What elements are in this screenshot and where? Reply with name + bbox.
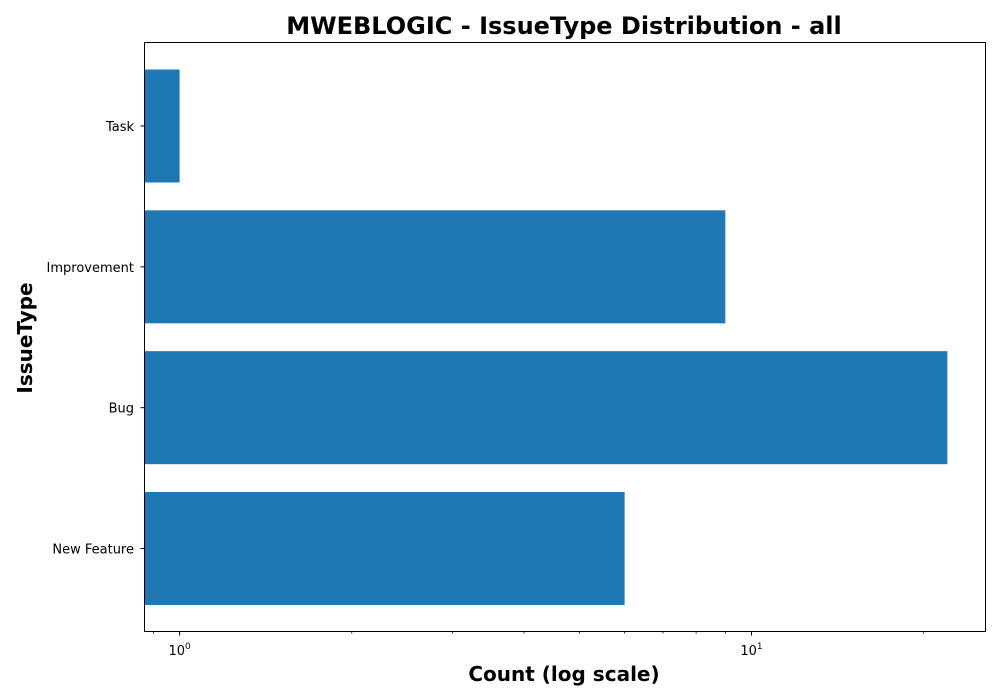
y-axis-ticks: New Feature Bug Improvement Task <box>47 120 145 558</box>
x-tick-label: 101 <box>740 642 762 659</box>
y-tick-label: Task <box>105 120 135 135</box>
bar-task <box>145 70 180 183</box>
y-tick-label: Improvement <box>47 261 134 276</box>
y-axis-label: IssueType <box>13 282 37 393</box>
x-tick-label: 100 <box>168 642 191 659</box>
x-tick-base: 10 <box>168 644 185 659</box>
y-tick-label: Bug <box>109 402 134 417</box>
x-tick-exponent: 1 <box>757 642 763 652</box>
x-tick-exponent: 0 <box>185 642 191 652</box>
y-tick-label: New Feature <box>52 543 134 558</box>
x-tick-base: 10 <box>740 644 757 659</box>
bars-layer <box>145 70 947 606</box>
chart-title: MWEBLOGIC - IssueType Distribution - all <box>286 12 841 40</box>
x-axis-ticks: 100 101 <box>153 631 923 659</box>
bar-improvement <box>145 210 725 323</box>
bar-new-feature <box>145 492 625 605</box>
bar-bug <box>145 351 947 464</box>
x-axis-label: Count (log scale) <box>468 662 659 686</box>
